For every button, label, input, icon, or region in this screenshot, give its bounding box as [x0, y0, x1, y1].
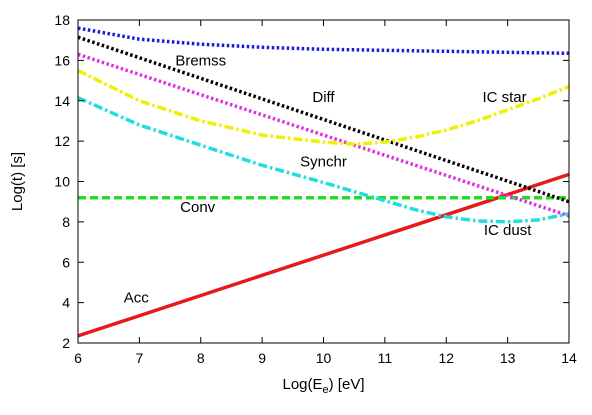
curve-label-diff: Diff	[312, 89, 335, 106]
series-line-ic-star	[77, 68, 570, 146]
x-axis-label: Log(Ee) [eV]	[282, 376, 364, 396]
ticks-layer: 6 7 8 9 10 11 12 13 14 2 4 6 8 10 12 14 16 18	[54, 12, 577, 366]
x-tick-label: 9	[258, 350, 266, 366]
x-tick-label: 10	[316, 350, 332, 366]
series-layer	[77, 26, 570, 338]
y-tick-label: 12	[54, 133, 70, 149]
curve-label-acc: Acc	[124, 290, 150, 307]
x-axis-label-subscript: e	[323, 384, 329, 396]
curve-label-conv: Conv	[180, 199, 216, 216]
curve-labels: Acc Conv Bremss Diff Synchr IC star IC dust	[124, 52, 532, 306]
x-tick-label: 6	[74, 350, 82, 366]
x-tick-label: 8	[197, 350, 205, 366]
series-line-diff	[77, 35, 570, 204]
curve-label-ic-star: IC star	[482, 89, 526, 106]
x-tick-label: 12	[438, 350, 454, 366]
series-line-synchr	[77, 52, 570, 218]
curve-label-ic-dust: IC dust	[484, 222, 532, 239]
x-tick-label: 13	[500, 350, 516, 366]
x-axis-label-unit: ) [eV]	[329, 376, 365, 393]
x-axis-label-main: Log(E	[282, 376, 322, 393]
curve-label-synchr: Synchr	[300, 153, 347, 170]
y-tick-label: 14	[54, 93, 70, 109]
y-tick-label: 16	[54, 52, 70, 68]
y-tick-label: 8	[62, 214, 70, 230]
y-tick-label: 2	[62, 335, 70, 351]
x-tick-label: 11	[378, 350, 393, 366]
x-tick-label: 7	[135, 350, 143, 366]
series-line-bremss	[77, 26, 570, 56]
y-tick-label: 6	[62, 254, 70, 270]
series-line-ic-dust	[77, 96, 570, 224]
y-tick-label: 4	[62, 295, 70, 311]
y-axis-label: Log(t) [s]	[9, 152, 26, 211]
x-tick-label: 14	[561, 350, 577, 366]
curve-label-bremss: Bremss	[175, 52, 226, 69]
plot-frame	[77, 19, 570, 344]
series-line-acc	[77, 172, 570, 338]
y-tick-label: 10	[54, 174, 70, 190]
y-tick-label: 18	[54, 12, 70, 28]
